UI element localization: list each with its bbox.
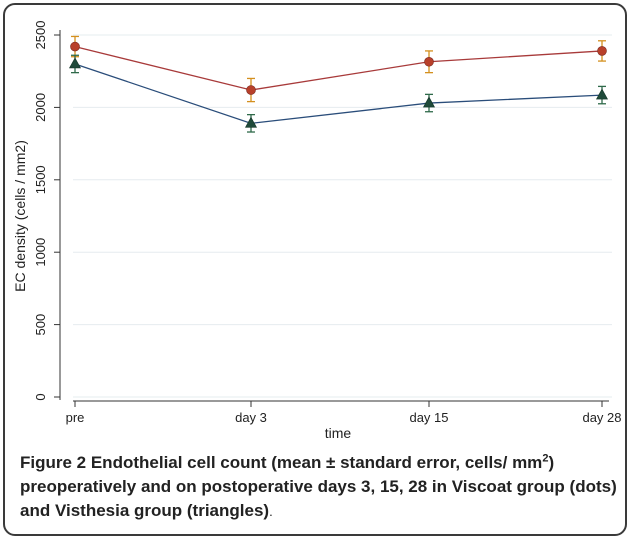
series xyxy=(68,35,609,133)
x-tick-label: day 3 xyxy=(235,410,267,425)
y-tick-label: 0 xyxy=(33,393,48,400)
data-point-triangle xyxy=(244,116,258,128)
x-tick-label: day 15 xyxy=(409,410,448,425)
caption-text-2: ) preoperatively and on postoperative da… xyxy=(20,453,617,520)
series-line xyxy=(74,45,603,91)
figure-caption: Figure 2 Endothelial cell count (mean ± … xyxy=(20,451,620,524)
series-line xyxy=(74,63,603,124)
grid-lines xyxy=(73,34,612,398)
caption-text-1: Endothelial cell count (mean ± standard … xyxy=(86,453,543,472)
figure-frame xyxy=(3,3,627,536)
caption-superscript: 2 xyxy=(542,452,549,465)
x-tick-label: day 28 xyxy=(582,410,621,425)
data-point-dot xyxy=(424,56,434,67)
y-tick-label: 1500 xyxy=(33,165,48,194)
series-dot xyxy=(70,35,607,103)
data-point-triangle xyxy=(595,88,609,100)
caption-period: . xyxy=(269,504,273,519)
y-tick-label: 2500 xyxy=(33,21,48,50)
data-point-triangle xyxy=(68,57,82,69)
y-tick-label: 1000 xyxy=(33,238,48,267)
figure-label: Figure 2 xyxy=(20,453,87,472)
y-tick-label: 2000 xyxy=(33,93,48,122)
data-point-dot xyxy=(246,85,256,95)
data-point-dot xyxy=(597,46,607,56)
line-chart: 0 500 1000 1500 2000 2500 pre day 3 day 15 day 28… xyxy=(12,21,622,441)
data-point-dot xyxy=(70,41,80,52)
series-triangle xyxy=(68,54,609,133)
x-tick-label: pre xyxy=(66,410,85,425)
y-tick-label: 500 xyxy=(33,314,48,336)
y-axis-title: EC density (cells / mm2) xyxy=(12,140,28,292)
x-axis-title: time xyxy=(325,425,352,441)
axes: 0 500 1000 1500 2000 2500 pre day 3 day 15 day 28 xyxy=(33,21,622,425)
data-point-triangle xyxy=(422,96,436,108)
